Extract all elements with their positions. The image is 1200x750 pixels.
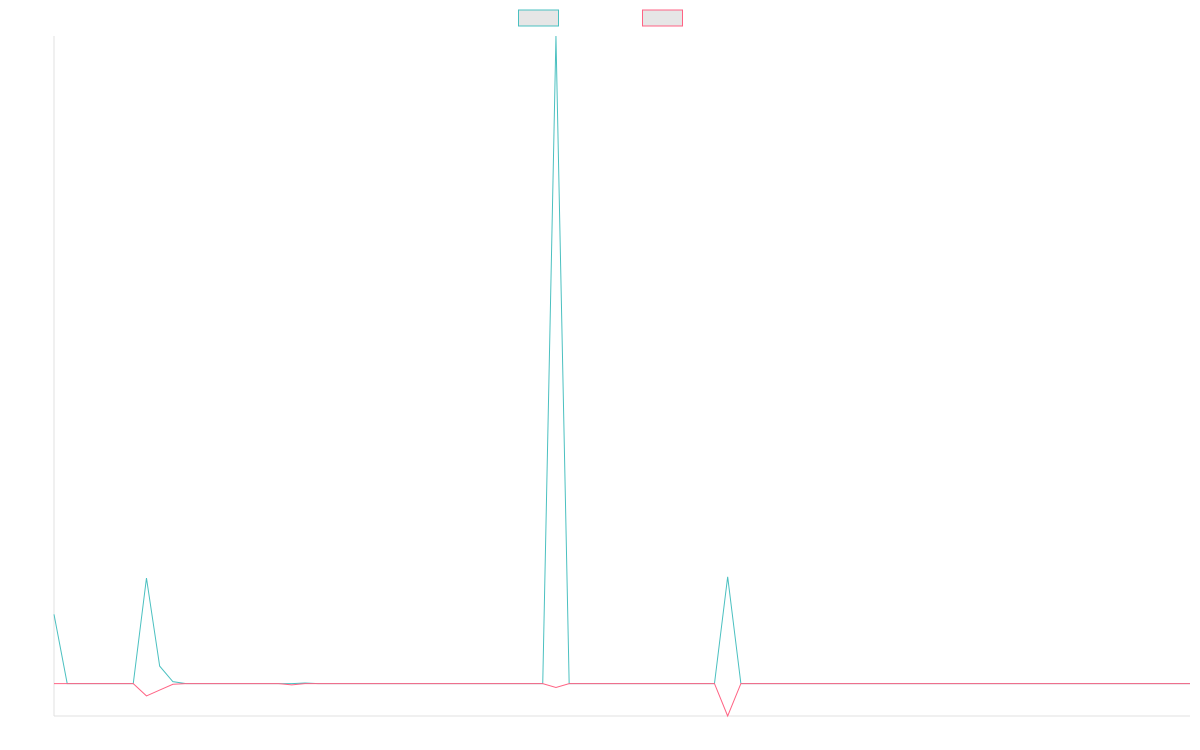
- series-1-line: [53, 35, 1190, 685]
- legend-swatch-series-2[interactable]: [642, 9, 683, 27]
- series-layer: [53, 35, 1190, 718]
- chart-legend: [518, 9, 683, 27]
- chart-axes: [53, 36, 1190, 717]
- series-2-line: [54, 683, 1190, 718]
- legend-swatch-series-1[interactable]: [518, 9, 559, 27]
